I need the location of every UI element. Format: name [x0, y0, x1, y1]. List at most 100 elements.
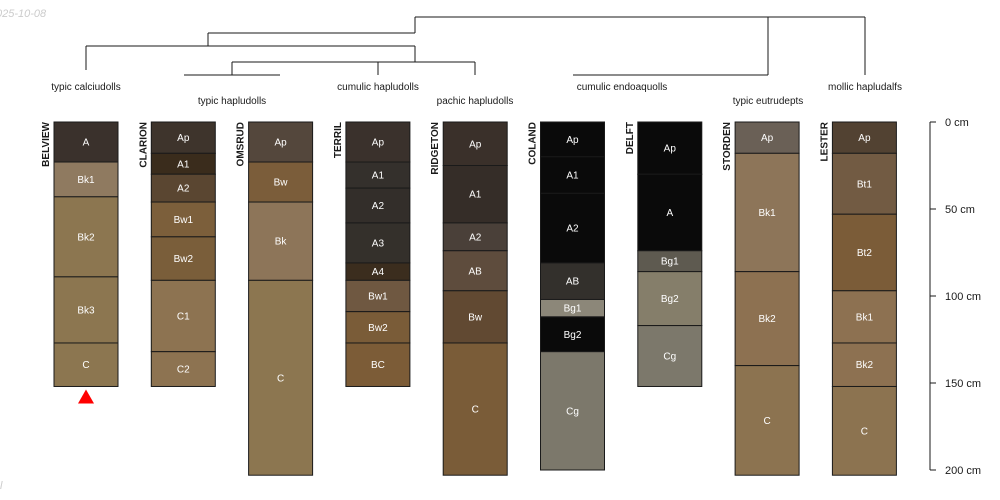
horizon-label: C: [861, 426, 868, 437]
horizon-label: Bg2: [564, 330, 582, 341]
horizon-block: [345, 311, 411, 344]
horizon-label: BC: [371, 360, 385, 371]
dendrogram: [85, 16, 866, 76]
horizon-label: Ap: [761, 133, 774, 144]
horizon-label: Bk1: [856, 312, 874, 323]
horizon-block: [53, 342, 119, 387]
profile-name: TERRIL: [333, 122, 344, 158]
horizon-label: Bk2: [77, 232, 95, 243]
horizon-label: Ap: [274, 138, 287, 149]
horizon-label: AB: [469, 266, 483, 277]
horizon-label: Bw: [274, 178, 289, 189]
depth-tick-label: 50 cm: [945, 204, 975, 216]
date-stamp: 025-10-08: [0, 8, 47, 20]
horizon-label: C2: [177, 365, 190, 376]
profile-name: RIDGETON: [430, 122, 441, 175]
horizon-block: [345, 121, 411, 163]
horizon-block: [442, 290, 508, 344]
horizon-block: [248, 121, 314, 163]
horizon-block: [150, 121, 216, 154]
horizon-label: A1: [469, 190, 482, 201]
horizon-block: [53, 161, 119, 198]
horizon-label: C: [82, 360, 89, 371]
horizon-label: Bg1: [661, 257, 679, 268]
horizon-block: [540, 156, 605, 194]
horizon-block: [345, 187, 411, 224]
horizon-label: A2: [469, 232, 482, 243]
horizon-block: [540, 192, 605, 264]
horizon-block: [248, 279, 314, 476]
horizon-label: Cg: [566, 406, 579, 417]
taxon-label: pachic hapludolls: [437, 96, 514, 107]
taxon-label: typic hapludolls: [198, 96, 266, 107]
horizon-label: Bk2: [758, 314, 776, 325]
profile-name: BELVIEW: [41, 121, 52, 166]
horizon-block: [831, 121, 897, 154]
depth-tick-label: 100 cm: [945, 291, 981, 303]
soil-profile: A Bk1 Bk2 Bk3 C BELVIEW: [41, 121, 119, 404]
horizon-label: Bk1: [758, 208, 776, 219]
horizon-label: A1: [566, 171, 579, 182]
horizon-block: [248, 201, 314, 281]
soil-profile: Ap Bt1 Bt2 Bk1 Bk2 C LESTER: [819, 121, 897, 476]
soil-profile: Ap Bw Bk C OMSRUD: [236, 121, 314, 476]
horizon-label: Ap: [566, 135, 579, 146]
horizon-block: [831, 152, 897, 215]
horizon-label: A1: [372, 171, 385, 182]
horizon-label: Bk: [275, 237, 288, 248]
horizon-label: A2: [372, 201, 385, 212]
soil-profile: Ap A Bg1 Bg2 Cg DELFT: [625, 121, 703, 387]
horizon-label: A3: [372, 238, 385, 249]
soil-profile: Ap A1 A2 AB Bw C RIDGETON: [430, 121, 508, 476]
horizon-label: C: [763, 416, 770, 427]
horizon-block: [831, 213, 897, 292]
horizon-label: Bg2: [661, 294, 679, 305]
depth-tick-label: 0 cm: [945, 117, 969, 129]
horizon-label: Ap: [177, 133, 190, 144]
bottom-marker-icon: [78, 389, 94, 404]
horizon-block: [540, 316, 605, 353]
horizon-label: A2: [177, 184, 190, 195]
horizon-label: A1: [177, 159, 190, 170]
horizon-label: Ap: [469, 139, 482, 150]
horizon-block: [150, 173, 216, 203]
taxon-label: cumulic hapludolls: [337, 82, 419, 93]
horizon-label: Bw: [468, 312, 483, 323]
horizon-block: [248, 161, 314, 203]
horizon-block: [637, 173, 703, 252]
depth-axis: 0 cm 50 cm 100 cm 150 cm 200 cm: [929, 117, 981, 477]
horizon-label: A4: [372, 267, 385, 278]
horizon-block: [345, 342, 411, 387]
horizon-label: Bw1: [174, 215, 194, 226]
horizon-label: A: [666, 208, 673, 219]
taxon-label: typic eutrudepts: [733, 96, 804, 107]
taxon-label: mollic hapludalfs: [828, 82, 902, 93]
horizon-label: Ap: [372, 138, 385, 149]
horizon-block: [442, 165, 508, 224]
horizon-label: A: [83, 138, 90, 149]
soil-profile: Ap Bk1 Bk2 C STORDEN: [722, 121, 800, 476]
profile-name: OMSRUD: [236, 122, 247, 166]
horizon-block: [637, 325, 703, 387]
taxon-label: typic calciudolls: [51, 82, 120, 93]
horizon-block: [442, 222, 508, 252]
horizon-label: C1: [177, 312, 190, 323]
horizon-label: Bk2: [856, 360, 874, 371]
horizon-label: Bk3: [77, 305, 95, 316]
horizon-label: Ap: [664, 144, 677, 155]
horizon-block: [150, 236, 216, 281]
horizon-label: Bt2: [857, 248, 872, 259]
horizon-label: Ap: [858, 133, 871, 144]
horizon-label: Bg1: [564, 304, 582, 315]
horizon-block: [53, 196, 119, 278]
horizon-label: A2: [566, 224, 579, 235]
horizon-label: Bt1: [857, 179, 872, 190]
taxon-label: cumulic endoaquolls: [577, 82, 668, 93]
horizon-block: [734, 365, 800, 476]
horizon-block: [442, 250, 508, 292]
horizon-block: [637, 271, 703, 327]
profile-name: COLAND: [528, 122, 539, 165]
horizon-label: Bw2: [174, 254, 194, 265]
horizon-block: [150, 279, 216, 353]
